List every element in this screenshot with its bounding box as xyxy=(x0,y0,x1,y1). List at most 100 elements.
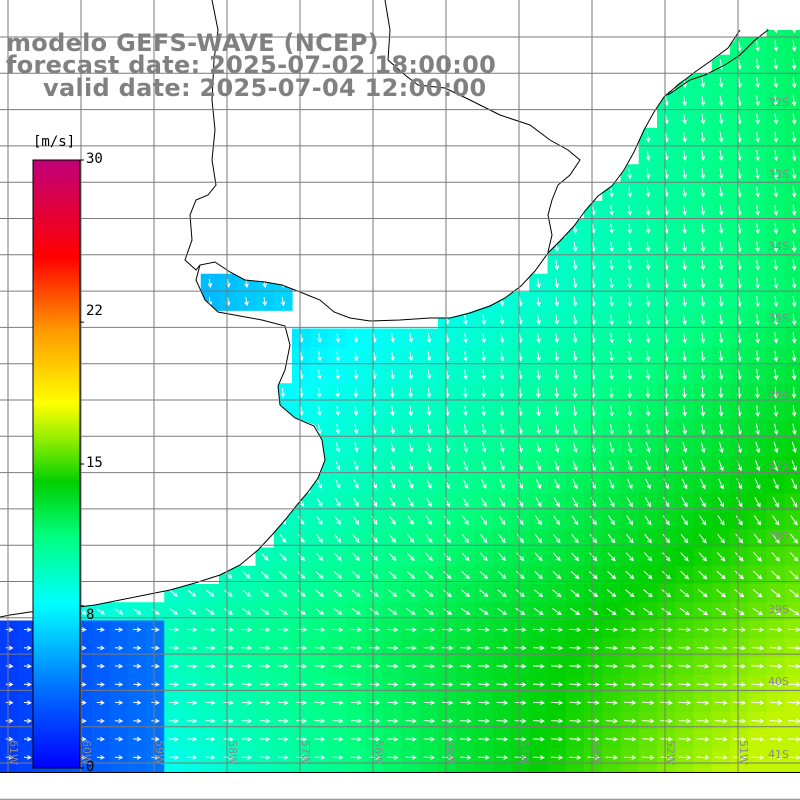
wind-arrow xyxy=(151,627,160,632)
wind-arrow xyxy=(387,663,399,669)
wind-arrow xyxy=(751,700,765,706)
wind-arrow xyxy=(718,186,724,198)
wind-arrow xyxy=(700,150,706,162)
wind-arrow xyxy=(645,223,651,234)
wind-speed-cell xyxy=(784,584,800,603)
wind-arrow xyxy=(314,682,326,687)
wind-arrow xyxy=(371,515,378,526)
wind-arrow xyxy=(715,774,727,778)
wind-arrow xyxy=(554,423,560,435)
wind-arrow xyxy=(460,607,471,615)
wind-arrow xyxy=(718,150,724,162)
wind-speed-cell xyxy=(784,109,800,129)
wind-arrow xyxy=(660,718,673,724)
wind-speed-cell xyxy=(456,766,476,772)
wind-arrow xyxy=(536,387,541,399)
wind-arrow xyxy=(627,350,633,362)
wind-arrow xyxy=(133,718,142,724)
wind-arrow xyxy=(441,700,454,706)
wind-arrow xyxy=(755,314,760,326)
wind-arrow xyxy=(114,700,124,705)
wind-arrow xyxy=(535,515,542,526)
wind-arrow xyxy=(223,627,235,633)
wind-arrow xyxy=(718,423,724,436)
wind-arrow xyxy=(5,718,14,724)
wind-arrow xyxy=(350,718,362,724)
wind-arrow xyxy=(462,515,469,526)
wind-speed-cell xyxy=(237,766,257,772)
wind-arrow xyxy=(332,682,344,687)
wind-arrow xyxy=(259,682,271,687)
wind-arrow xyxy=(481,351,487,362)
wind-arrow xyxy=(42,774,49,778)
wind-arrow xyxy=(572,259,578,271)
wind-arrow xyxy=(572,478,578,490)
wind-arrow xyxy=(23,755,32,760)
wind-arrow xyxy=(553,533,561,544)
wind-arrow xyxy=(425,515,433,526)
wind-arrow xyxy=(461,552,470,562)
wind-speed-cell xyxy=(529,766,549,772)
wind-arrow xyxy=(700,314,706,326)
wind-arrow xyxy=(205,589,215,597)
wind-arrow xyxy=(773,223,779,235)
wind-arrow xyxy=(733,700,747,706)
wind-arrow xyxy=(241,682,253,687)
wind-arrow xyxy=(496,718,509,724)
wind-arrow xyxy=(335,442,341,453)
wind-arrow xyxy=(426,424,432,435)
wind-arrow xyxy=(168,627,180,633)
lat-label: 33S xyxy=(768,168,789,181)
wind-arrow xyxy=(606,607,617,616)
wind-arrow xyxy=(223,755,234,760)
wind-arrow xyxy=(369,736,381,742)
wind-arrow xyxy=(534,570,543,580)
lat-label: 34S xyxy=(768,240,789,253)
wind-arrow xyxy=(718,241,724,253)
wind-arrow xyxy=(481,478,487,490)
wind-arrow xyxy=(278,589,288,597)
wind-arrow xyxy=(536,442,542,453)
wind-arrow xyxy=(114,736,124,742)
wind-arrow xyxy=(773,204,779,216)
wind-arrow xyxy=(551,774,562,778)
wind-arrow xyxy=(623,700,637,706)
wind-arrow xyxy=(735,552,744,562)
wind-arrow xyxy=(463,387,468,399)
wind-arrow xyxy=(791,332,797,344)
wind-arrow xyxy=(536,314,541,326)
wind-arrow xyxy=(499,460,505,471)
wind-arrow xyxy=(207,278,213,288)
wind-arrow xyxy=(223,608,233,615)
wind-arrow xyxy=(335,351,341,362)
wind-arrow xyxy=(536,460,542,472)
wind-arrow xyxy=(387,627,399,633)
wind-arrow xyxy=(351,774,361,778)
wind-arrow xyxy=(645,369,651,381)
wind-arrow xyxy=(735,515,743,526)
wind-arrow xyxy=(660,663,673,669)
wind-arrow xyxy=(5,736,14,742)
wind-arrow xyxy=(551,755,564,760)
wind-arrow xyxy=(316,515,323,525)
wind-arrow xyxy=(442,607,453,615)
wind-arrow xyxy=(660,774,672,778)
wind-arrow xyxy=(572,405,578,417)
wind-arrow xyxy=(353,406,359,417)
wind-arrow xyxy=(333,774,343,778)
wind-arrow xyxy=(679,607,690,616)
wind-arrow xyxy=(773,387,779,399)
wind-arrow xyxy=(573,442,578,454)
wind-arrow xyxy=(609,405,614,417)
wind-arrow xyxy=(554,405,560,417)
wind-arrow xyxy=(151,774,158,778)
wind-arrow xyxy=(790,515,798,526)
wind-arrow xyxy=(478,682,490,687)
wind-arrow xyxy=(186,736,198,742)
wind-arrow xyxy=(624,627,637,633)
wind-speed-cell xyxy=(784,766,800,772)
wind-arrow xyxy=(406,571,416,580)
wind-speed-cell xyxy=(219,766,238,772)
wind-arrow xyxy=(645,314,651,326)
wind-arrow xyxy=(645,405,651,417)
